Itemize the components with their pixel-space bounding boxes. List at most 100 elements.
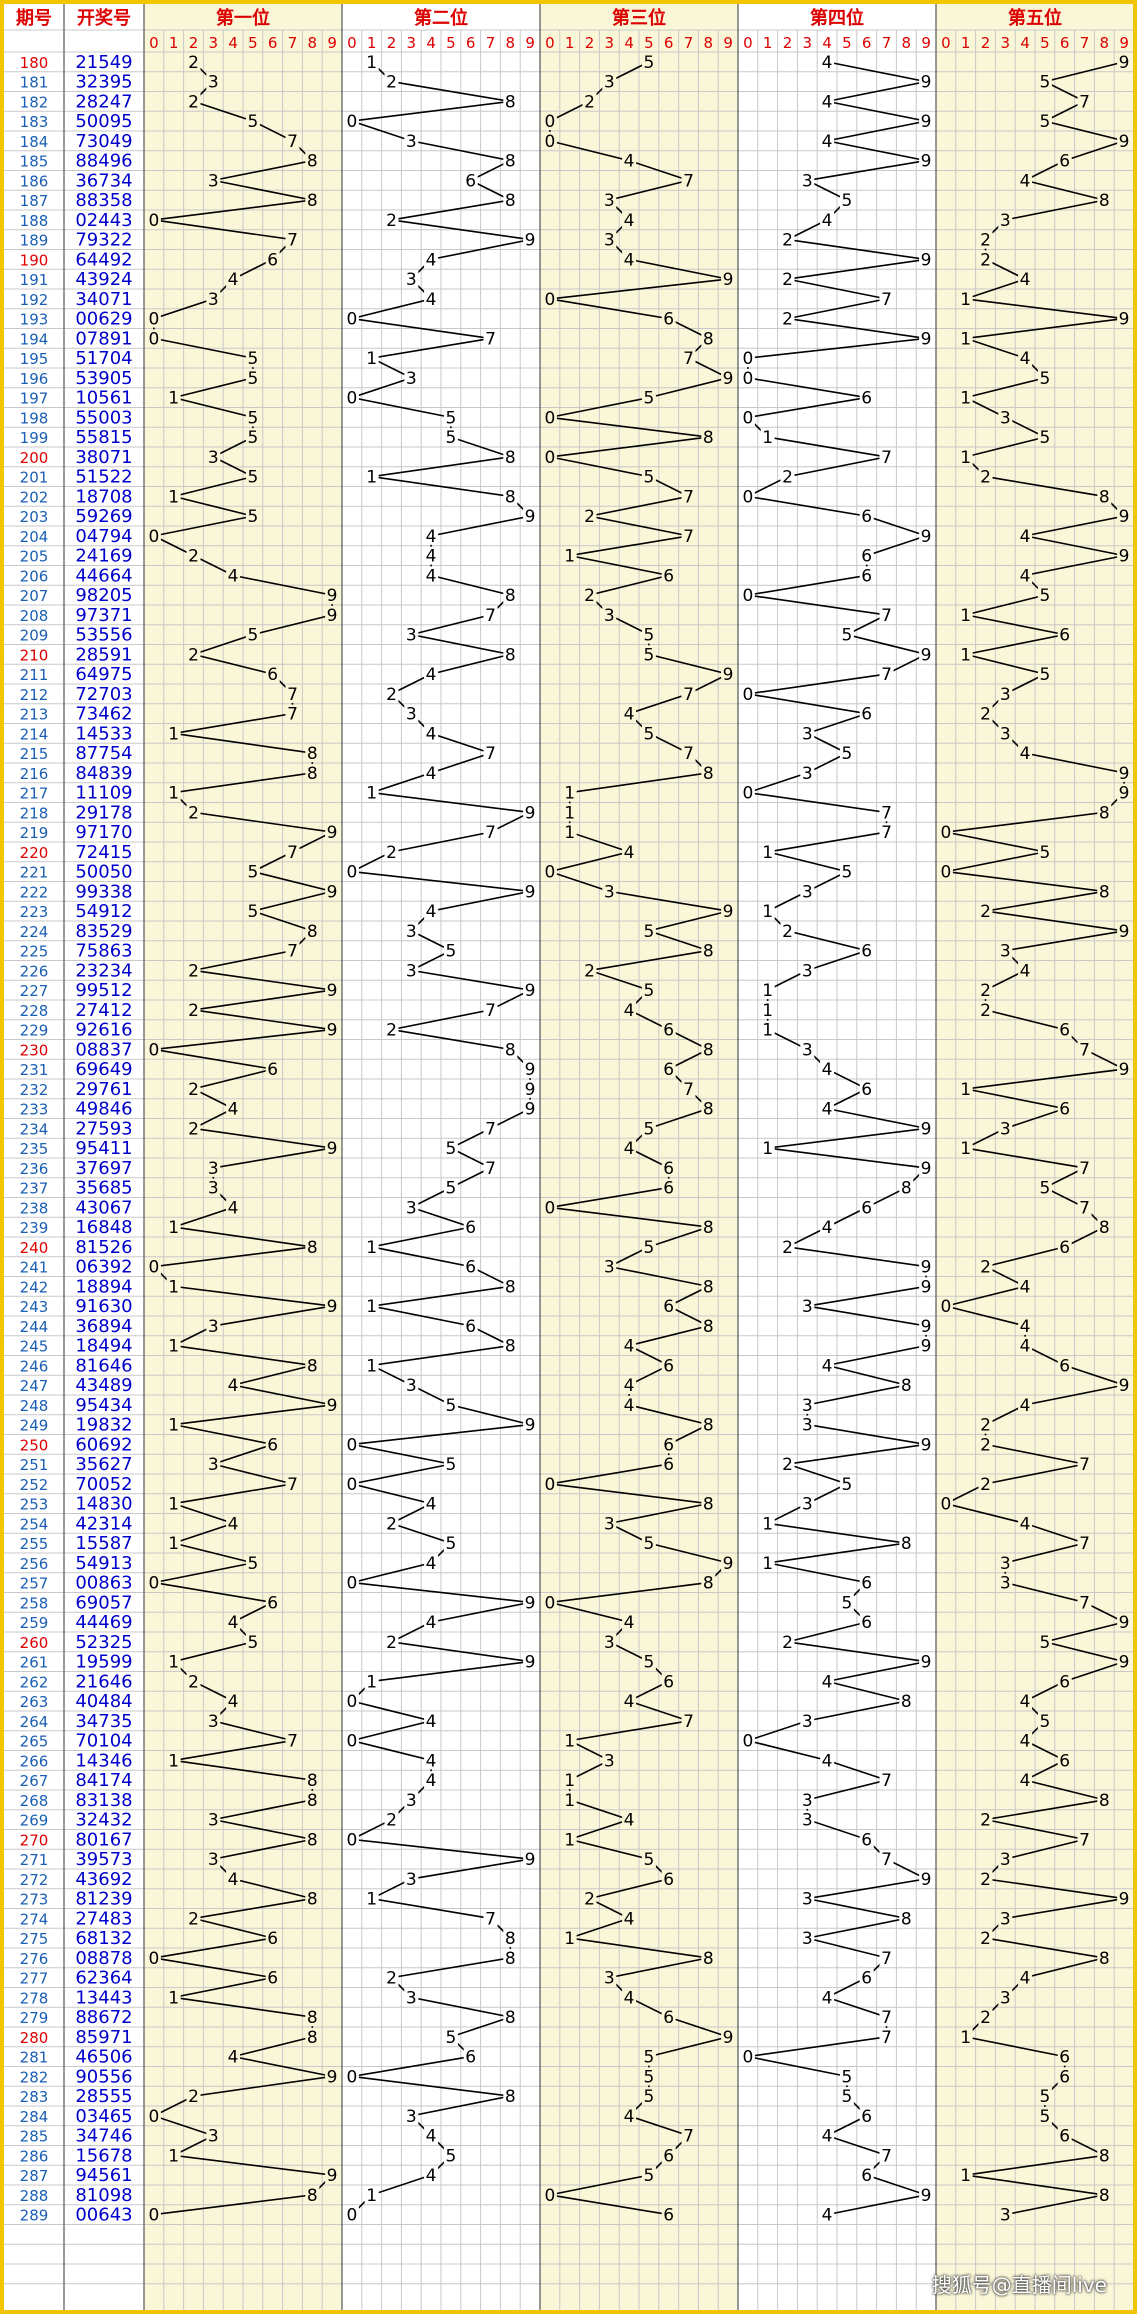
digit-mark: 6 xyxy=(663,566,674,586)
number-cell: 95434 xyxy=(75,1395,132,1416)
period-cell: 284 xyxy=(20,2108,49,2126)
digit-mark: 3 xyxy=(604,73,615,93)
number-cell: 50095 xyxy=(75,111,132,132)
digit-mark-bg xyxy=(305,2185,320,2204)
digit-mark: 4 xyxy=(624,1139,635,1159)
digit-mark: 3 xyxy=(604,1514,615,1534)
number-cell: 07891 xyxy=(75,328,132,349)
digit-mark-bg xyxy=(483,1158,498,1177)
digit-mark-bg xyxy=(820,1356,835,1375)
number-cell: 37697 xyxy=(75,1158,132,1179)
digit-mark-bg xyxy=(226,1376,241,1395)
digit-mark-bg xyxy=(919,250,934,269)
digit-mark-bg xyxy=(998,941,1013,960)
digit-mark-bg xyxy=(404,131,419,150)
period-cell: 211 xyxy=(20,666,49,684)
digit-mark-bg xyxy=(958,645,973,664)
digit-mark-bg xyxy=(146,210,161,229)
digit-mark-bg xyxy=(1037,665,1052,684)
digit-mark: 9 xyxy=(327,586,338,606)
digit-mark-bg xyxy=(523,803,538,822)
digit-mark-bg xyxy=(800,1889,815,1908)
digit-mark: 2 xyxy=(782,468,793,488)
number-cell: 72415 xyxy=(75,842,132,863)
digit-mark: 7 xyxy=(881,2146,892,2166)
digit-mark: 3 xyxy=(802,1811,813,1831)
digit-mark: 4 xyxy=(1020,270,1031,290)
digit-mark-bg xyxy=(364,467,379,486)
digit-mark-bg xyxy=(325,1020,340,1039)
digit-mark-bg xyxy=(265,1060,280,1079)
digit-mark: 9 xyxy=(921,645,932,665)
digit-mark: 1 xyxy=(168,1337,179,1357)
digit-mark: 0 xyxy=(544,290,555,310)
digit-mark-bg xyxy=(641,645,656,664)
digit-mark-bg xyxy=(978,1810,993,1829)
digit-mark-bg xyxy=(1018,1395,1033,1414)
digit-mark: 2 xyxy=(980,231,991,251)
period-cell: 181 xyxy=(20,74,49,92)
digit-mark-bg xyxy=(1018,961,1033,980)
period-cell: 193 xyxy=(20,311,49,329)
digit-mark: 1 xyxy=(168,1495,179,1515)
digit-mark-bg xyxy=(166,783,181,802)
digit-mark: 9 xyxy=(525,507,536,527)
digit-mark: 6 xyxy=(663,1159,674,1179)
digit-mark: 1 xyxy=(366,53,377,73)
period-cell: 259 xyxy=(20,1614,49,1632)
digit-mark: 0 xyxy=(544,1475,555,1495)
digit-header: 1 xyxy=(763,34,773,52)
digit-mark: 9 xyxy=(921,1653,932,1673)
digit-mark-bg xyxy=(562,1771,577,1790)
digit-mark-bg xyxy=(1097,2146,1112,2165)
digit-mark: 8 xyxy=(307,2008,318,2028)
digit-mark: 3 xyxy=(406,1791,417,1811)
digit-mark-bg xyxy=(1117,1652,1132,1671)
digit-mark-bg xyxy=(245,428,260,447)
digit-mark-bg xyxy=(780,921,795,940)
period-cell: 192 xyxy=(20,291,49,309)
digit-mark: 1 xyxy=(168,389,179,409)
digit-mark: 1 xyxy=(762,902,773,922)
number-cell: 79322 xyxy=(75,230,132,251)
digit-mark: 4 xyxy=(1020,1277,1031,1297)
number-cell: 00863 xyxy=(75,1573,132,1594)
number-cell: 28247 xyxy=(75,91,132,112)
digit-mark-bg xyxy=(404,270,419,289)
digit-mark: 9 xyxy=(525,1100,536,1120)
digit-mark-bg xyxy=(919,1869,934,1888)
digit-mark-bg xyxy=(661,309,676,328)
digit-mark-bg xyxy=(879,289,894,308)
digit-mark-bg xyxy=(404,1988,419,2007)
digit-mark-bg xyxy=(424,1613,439,1632)
digit-mark: 1 xyxy=(168,1653,179,1673)
digit-mark-bg xyxy=(800,1711,815,1730)
digit-mark-bg xyxy=(384,1514,399,1533)
digit-mark: 3 xyxy=(208,1811,219,1831)
digit-mark-bg xyxy=(879,2027,894,2046)
digit-mark-bg xyxy=(325,981,340,1000)
digit-mark: 3 xyxy=(604,1751,615,1771)
digit-mark: 6 xyxy=(267,1929,278,1949)
digit-mark-bg xyxy=(305,1237,320,1256)
digit-header: 5 xyxy=(248,34,258,52)
digit-mark-bg xyxy=(998,408,1013,427)
digit-mark: 4 xyxy=(1020,527,1031,547)
digit-mark: 7 xyxy=(881,1949,892,1969)
digit-mark: 3 xyxy=(604,231,615,251)
digit-mark-bg xyxy=(186,1000,201,1019)
digit-mark-bg xyxy=(998,1850,1013,1869)
digit-header: 3 xyxy=(803,34,813,52)
period-cell: 203 xyxy=(20,508,49,526)
number-cell: 97371 xyxy=(75,605,132,626)
digit-mark: 2 xyxy=(584,507,595,527)
digit-mark: 7 xyxy=(683,527,694,547)
digit-mark-bg xyxy=(166,1652,181,1671)
digit-mark-bg xyxy=(899,1376,914,1395)
digit-mark-bg xyxy=(146,526,161,545)
period-cell: 277 xyxy=(20,1970,49,1988)
digit-mark: 5 xyxy=(643,981,654,1001)
digit-header: 1 xyxy=(961,34,971,52)
digit-mark-bg xyxy=(463,1316,478,1335)
digit-mark-bg xyxy=(166,1415,181,1434)
